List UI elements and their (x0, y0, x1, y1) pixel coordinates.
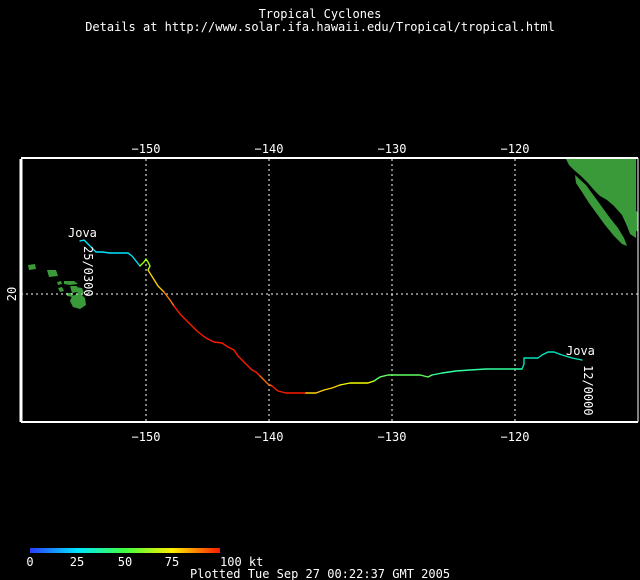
colorbar-tick: 50 (118, 555, 132, 569)
track-segment (139, 258, 151, 271)
track-segment (305, 384, 341, 394)
track-segment (339, 380, 375, 386)
colorbar-tick: 25 (70, 555, 84, 569)
top-lon-label: −120 (501, 142, 530, 156)
track-segment (173, 305, 261, 377)
track-segment (373, 374, 433, 382)
map-subtitle: Details at http://www.solar.ifa.hawaii.e… (85, 20, 555, 34)
track-segment (521, 351, 583, 370)
land-hawaii (28, 264, 86, 309)
graticule (21, 159, 638, 422)
track-segment (163, 291, 175, 307)
storm-time-east: 12/0000 (581, 365, 595, 416)
lat-label: 20 (5, 287, 19, 301)
map-area (21, 159, 638, 422)
colorbar-tick: 100 kt (220, 555, 263, 569)
bottom-lon-label: −130 (378, 430, 407, 444)
track-segment (431, 368, 523, 376)
track-segment (147, 269, 165, 293)
map-title: Tropical Cyclones (259, 7, 382, 21)
bottom-lon-label: −140 (255, 430, 284, 444)
wind-colorbar (30, 548, 220, 553)
bottom-lon-label: −120 (501, 430, 530, 444)
track-segment (259, 375, 273, 387)
storm-track (79, 239, 583, 394)
plotted-timestamp: Plotted Tue Sep 27 00:22:37 GMT 2005 (190, 567, 450, 580)
track-segment (271, 385, 307, 394)
top-lon-label: −150 (132, 142, 161, 156)
top-lon-label: −130 (378, 142, 407, 156)
colorbar-tick: 0 (26, 555, 33, 569)
storm-name-west: Jova (68, 226, 97, 240)
storm-name-east: Jova (566, 344, 595, 358)
track-segment (79, 239, 141, 267)
storm-time-west: 25/0300 (81, 246, 95, 297)
colorbar-tick: 75 (165, 555, 179, 569)
bottom-lon-label: −150 (132, 430, 161, 444)
map-frame (19, 157, 639, 423)
top-lon-label: −140 (255, 142, 284, 156)
land-mainland (566, 159, 638, 246)
